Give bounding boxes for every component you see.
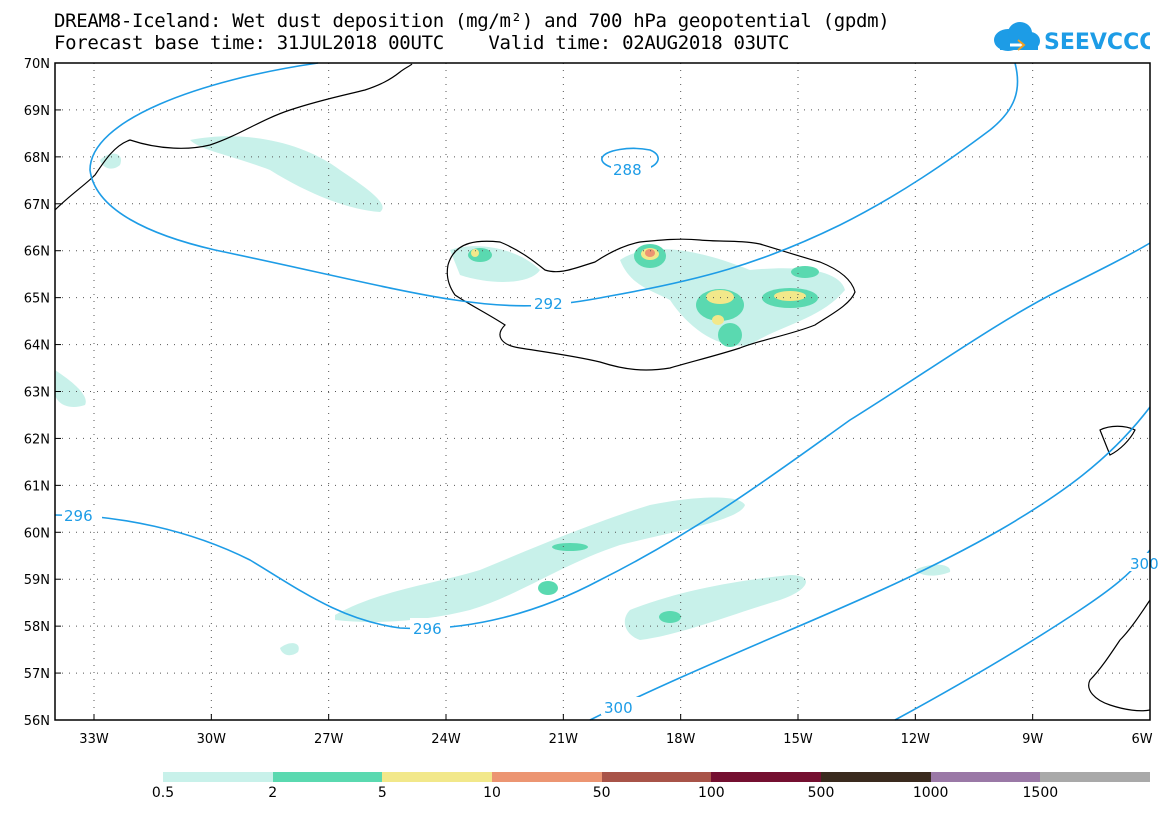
legend-label: 500 — [807, 785, 835, 801]
lon-label: 15W — [783, 732, 813, 747]
geopotential-contours — [54, 62, 1151, 721]
dust-patch — [538, 581, 558, 595]
lat-label: 70N — [24, 57, 50, 72]
dust-patch — [55, 370, 86, 407]
dust-patch — [915, 564, 951, 576]
legend-label: 2 — [268, 785, 278, 801]
latitude-labels: 70N 69N 68N 67N 66N 65N 64N 63N 62N 61N 60N 59N 58N 5… — [24, 57, 50, 729]
contour-label: 300 — [1130, 555, 1159, 573]
logo-text: SEEVCCC — [1044, 30, 1150, 55]
lon-label: 18W — [666, 732, 696, 747]
lat-label: 62N — [24, 432, 50, 447]
legend-label: 100 — [697, 785, 725, 801]
lon-label: 33W — [79, 732, 109, 747]
lon-label: 9W — [1022, 732, 1043, 747]
dust-patch — [706, 290, 734, 304]
lon-label: 12W — [901, 732, 931, 747]
contour-labels: 288 292 296 296 300 300 — [62, 159, 1159, 717]
legend-swatch — [711, 772, 822, 782]
lon-label: 21W — [549, 732, 579, 747]
dust-patch — [471, 249, 479, 257]
legend-swatch — [821, 772, 931, 782]
legend-swatch — [601, 772, 712, 782]
norway-coast — [1088, 599, 1151, 712]
contour-300 — [589, 406, 1151, 721]
lon-label: 6W — [1131, 732, 1152, 747]
greenland-coast — [54, 63, 413, 211]
lat-label: 63N — [24, 386, 50, 401]
lat-label: 56N — [24, 714, 50, 729]
legend-swatch — [1040, 772, 1151, 782]
axis-ticks — [55, 62, 1151, 721]
legend-swatch — [163, 772, 273, 782]
legend-label: 10 — [483, 785, 501, 801]
legend-label: 1500 — [1022, 785, 1059, 801]
legend-swatch — [492, 772, 602, 782]
contour-296 — [54, 242, 1151, 630]
dust-field — [55, 136, 951, 656]
lon-label: 30W — [197, 732, 227, 747]
contour-label: 300 — [604, 699, 633, 717]
dust-patch — [645, 249, 655, 257]
lat-label: 69N — [24, 104, 50, 119]
map-title: DREAM8-Iceland: Wet dust deposition (mg/… — [54, 10, 890, 32]
dust-patch — [624, 575, 807, 640]
legend-swatch — [930, 772, 1041, 782]
dust-patch — [718, 323, 742, 347]
legend-swatch — [272, 772, 383, 782]
iceland-coast — [446, 238, 856, 371]
dust-patch — [552, 543, 588, 551]
longitude-labels: 33W 30W 27W 24W 21W 18W 15W 12W 9W 6W — [79, 732, 1152, 747]
dust-patch — [450, 246, 540, 282]
legend-label: 1000 — [912, 785, 949, 801]
dust-patch — [335, 497, 745, 622]
contour-300-b — [894, 549, 1151, 721]
lat-label: 61N — [24, 479, 50, 494]
dust-patch — [190, 136, 383, 212]
dust-patch — [100, 153, 121, 169]
lat-label: 68N — [24, 151, 50, 166]
cloud-icon — [994, 22, 1040, 51]
graticule — [55, 63, 1150, 720]
contour-label: 288 — [613, 161, 642, 179]
lat-label: 66N — [24, 245, 50, 260]
lat-label: 59N — [24, 573, 50, 588]
dust-patch — [774, 291, 806, 301]
lon-label: 27W — [314, 732, 344, 747]
lat-label: 65N — [24, 292, 50, 307]
legend-label: 5 — [377, 785, 387, 801]
faroe-coast — [1099, 425, 1136, 456]
lat-label: 60N — [24, 526, 50, 541]
contour-292 — [89, 62, 1019, 307]
coastline — [54, 63, 1151, 712]
lat-label: 67N — [24, 198, 50, 213]
seevccc-logo: SEEVCCC — [994, 22, 1150, 55]
legend-label: 50 — [592, 785, 611, 801]
color-legend — [163, 772, 1151, 782]
dust-patch — [659, 611, 681, 623]
contour-label: 296 — [64, 507, 93, 525]
dust-patch — [791, 266, 819, 278]
lat-label: 58N — [24, 620, 50, 635]
map-subtitle: Forecast base time: 31JUL2018 00UTC Vali… — [54, 32, 790, 54]
dust-patch — [712, 315, 724, 325]
legend-label: 0.5 — [151, 785, 175, 801]
lat-label: 57N — [24, 667, 50, 682]
dust-patch — [280, 643, 299, 656]
contour-label: 292 — [534, 295, 563, 313]
lat-label: 64N — [24, 339, 50, 354]
lon-label: 24W — [431, 732, 461, 747]
legend-swatch — [382, 772, 493, 782]
contour-label: 296 — [413, 620, 442, 638]
